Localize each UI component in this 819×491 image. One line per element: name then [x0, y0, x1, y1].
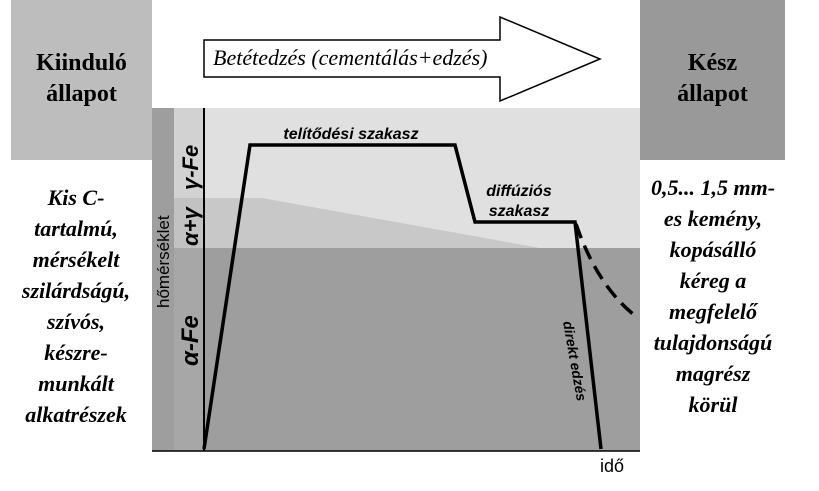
initial-description-line: szívós, [46, 309, 106, 334]
initial-description-line: munkált [38, 371, 114, 396]
final-state-title: Kész állapot [640, 48, 785, 110]
initial-description-line: alkatrészek [25, 402, 127, 427]
stage-diffusion-label-line1: diffúziós [486, 183, 552, 200]
phase-gamma-label: γ-Fe [178, 145, 203, 190]
alpha-gamma-region [152, 198, 540, 248]
alpha-fe-region [152, 248, 640, 451]
phase-alpha-gamma-label: α+γ [178, 206, 203, 246]
process-arrow-shape [203, 15, 602, 103]
initial-description-line: tartalmú, [34, 216, 118, 241]
process-arrow-label: Betétedzés (cementálás+edzés) [213, 45, 488, 70]
initial-description-line: szilárdságú, [21, 278, 131, 303]
initial-description-line: Kis C- [47, 185, 105, 210]
initial-description-line: készre- [44, 340, 108, 365]
initial-state-title: Kiinduló állapot [11, 48, 152, 110]
initial-description-line: mérsékelt [32, 247, 120, 272]
phase-label-strip-light [174, 108, 204, 451]
stage-diffusion-label-line2: szakasz [489, 203, 550, 220]
final-description-line: kopásálló [669, 237, 757, 262]
final-description-line: es kemény, [663, 206, 763, 231]
x-axis-label: idő [600, 456, 624, 476]
final-description-line: tulajdonságú [653, 330, 773, 355]
initial-state-title-line2: állapot [46, 81, 117, 107]
process-curve [202, 143, 603, 450]
final-description-line: kéreg a [679, 268, 747, 293]
final-description: 0,5... 1,5 mm- es kemény, kopásálló kére… [634, 172, 792, 420]
final-description-line: magrész [675, 361, 751, 386]
phase-label-strip [152, 108, 174, 451]
phase-alpha-label: α-Fe [177, 315, 204, 366]
final-state-title-line2: állapot [677, 81, 748, 107]
final-state-box: Kész állapot [640, 0, 785, 160]
final-description-line: megfelelő [669, 299, 757, 324]
initial-description: Kis C- tartalmú, mérsékelt szilárdságú, … [0, 182, 152, 430]
final-description-line: 0,5... 1,5 mm- [650, 175, 776, 200]
process-arrow [203, 15, 602, 103]
stage-saturation-label: telítődési szakasz [283, 126, 418, 143]
final-state-title-line1: Kész [687, 50, 738, 76]
initial-state-title-line1: Kiinduló [36, 50, 127, 76]
y-axis-label: hőmérséklet [154, 215, 173, 308]
initial-state-box: Kiinduló állapot [11, 0, 152, 160]
final-description-line: körül [688, 392, 738, 417]
slow-cooling-dashed-curve [574, 223, 640, 320]
